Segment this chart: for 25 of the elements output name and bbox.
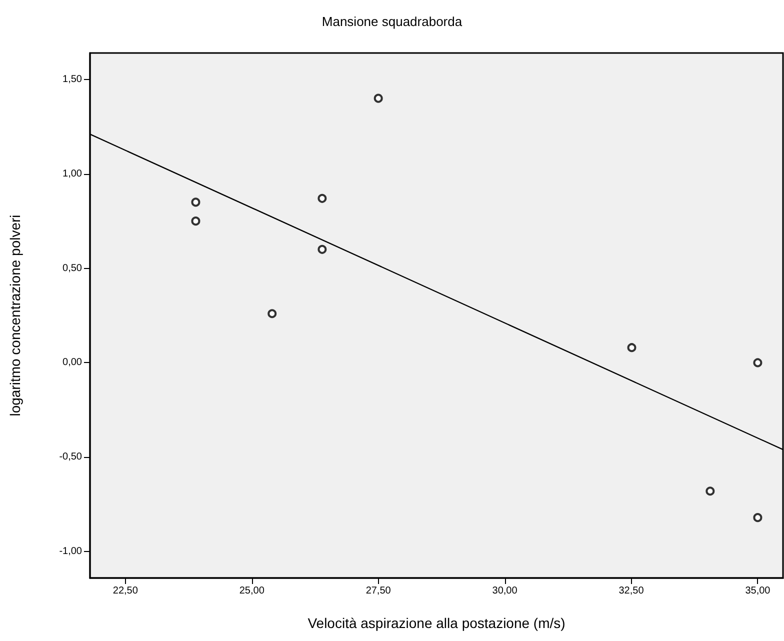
x-tick-label: 35,00 <box>745 586 771 596</box>
y-tick-label: 1,00 <box>62 168 82 180</box>
point <box>191 198 200 207</box>
point <box>318 194 327 203</box>
y-tick-label: -0,50 <box>59 452 82 463</box>
chart-title: Mansione squadraborda <box>322 14 463 29</box>
point <box>318 244 327 254</box>
y-tick-label: 1,50 <box>62 74 82 85</box>
x-tick-label: 30,00 <box>492 586 518 596</box>
y-tick-label: -1,00 <box>59 546 82 558</box>
point <box>374 94 383 103</box>
point <box>753 513 762 522</box>
point <box>706 486 715 496</box>
x-tick-label: 25,00 <box>239 586 265 596</box>
y-tick-label: 0,00 <box>62 357 82 368</box>
point <box>268 309 277 318</box>
x-tick-label: 27,50 <box>366 586 392 596</box>
point <box>191 216 200 226</box>
x-tick-label: 32,50 <box>618 586 644 596</box>
point <box>627 343 636 352</box>
y-tick-label: 0,50 <box>62 262 82 274</box>
point <box>753 358 762 368</box>
x-tick-label: 22,50 <box>112 586 138 596</box>
y-axis-title: logaritmo concentrazione polveri <box>7 214 23 416</box>
x-axis-title: Velocità aspirazione alla postazione (m/s) <box>308 615 566 631</box>
